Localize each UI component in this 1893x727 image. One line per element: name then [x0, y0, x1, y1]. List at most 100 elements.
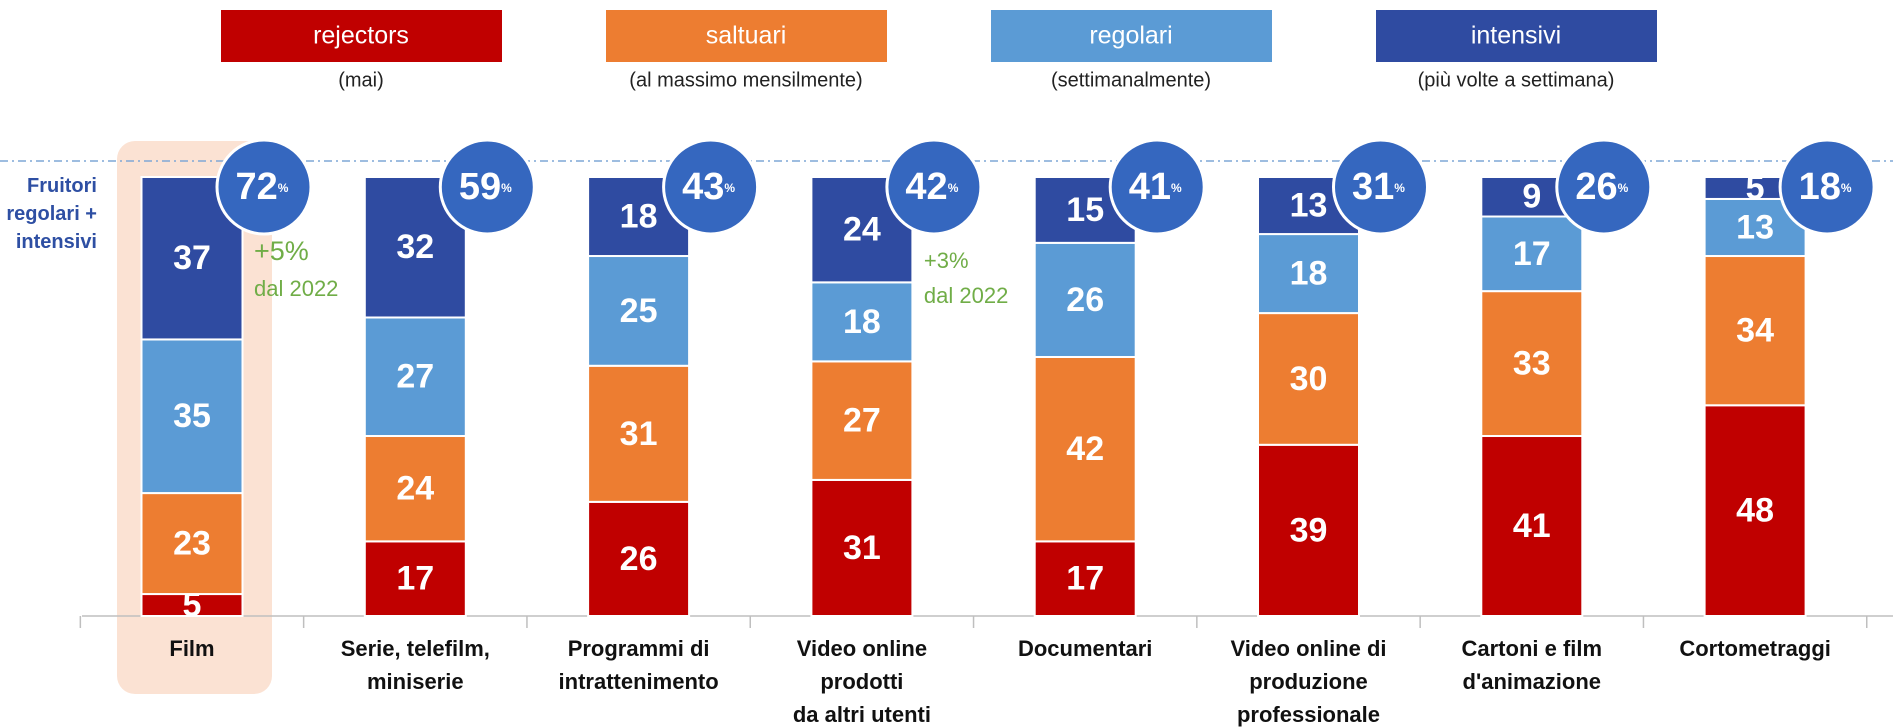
total-suffix: % — [1841, 181, 1852, 195]
total-suffix: % — [1171, 181, 1182, 195]
legend-swatch — [1376, 10, 1657, 62]
value-label: 35 — [173, 397, 211, 435]
bar-segment — [1480, 215, 1584, 293]
total-label: 26% — [1575, 166, 1628, 208]
legend-label: intensivi — [1471, 22, 1561, 50]
value-label: 31 — [843, 529, 881, 567]
total-badge — [662, 138, 760, 236]
bar-segment — [810, 478, 914, 617]
value-label: 18 — [1290, 255, 1328, 293]
total-badge — [438, 138, 536, 236]
total-suffix: % — [724, 181, 735, 195]
value-label: 34 — [1736, 312, 1774, 350]
value-label: 9 — [1522, 178, 1541, 216]
bar-segment — [363, 435, 467, 543]
total-label: 43% — [682, 166, 735, 208]
value-label: 33 — [1513, 345, 1551, 383]
legend-swatch — [221, 10, 502, 62]
bar-segment — [587, 364, 691, 503]
total-value: 42 — [905, 166, 947, 208]
legend-label: regolari — [1089, 22, 1172, 50]
x-tick-label: Serie, telefilm, miniserie — [341, 636, 490, 694]
total-label: 59% — [459, 166, 512, 208]
bar-segment — [1033, 355, 1137, 543]
value-label: 37 — [173, 239, 211, 277]
value-label: 30 — [1290, 360, 1328, 398]
value-label: 17 — [1066, 560, 1104, 598]
bar-segment — [1703, 404, 1807, 617]
value-label: 24 — [843, 211, 881, 249]
bar-segment — [1703, 255, 1807, 407]
value-label: 17 — [396, 560, 434, 598]
total-suffix: % — [948, 181, 959, 195]
legend-label: saltuari — [706, 22, 787, 50]
value-label: 24 — [396, 470, 434, 508]
bar-segment — [587, 255, 691, 367]
value-label: 15 — [1066, 191, 1104, 229]
total-label: 31% — [1352, 166, 1405, 208]
value-label: 18 — [843, 303, 881, 341]
annotation: +5% — [254, 236, 309, 266]
value-label: 27 — [843, 402, 881, 440]
x-tick-label: Film — [169, 636, 214, 661]
x-tick-label: Cartoni e film d'animazione — [1462, 636, 1603, 694]
bar-segment — [363, 540, 467, 617]
total-value: 26 — [1575, 166, 1617, 208]
annotation-sub: dal 2022 — [254, 276, 338, 301]
value-label: 25 — [620, 292, 658, 330]
legend-swatch — [991, 10, 1272, 62]
value-label: 13 — [1290, 187, 1328, 225]
total-suffix: % — [1618, 181, 1629, 195]
value-label: 32 — [396, 228, 434, 266]
total-label: 72% — [236, 166, 289, 208]
bar-segment — [587, 500, 691, 617]
x-tick-label: Video online prodotti da altri utenti — [793, 636, 931, 727]
annotation-sub: dal 2022 — [924, 283, 1008, 308]
value-label: 31 — [620, 415, 658, 453]
legend-swatch — [606, 10, 887, 62]
bar-segment — [140, 492, 244, 596]
total-value: 72 — [236, 166, 278, 208]
value-label: 39 — [1290, 511, 1328, 549]
value-label: 42 — [1066, 430, 1104, 468]
annotation: +3% — [924, 248, 969, 273]
bar-segment — [1257, 233, 1360, 315]
total-suffix: % — [501, 181, 512, 195]
x-tick-label: Video online di produzione professionale — [1230, 636, 1386, 727]
total-value: 18 — [1799, 166, 1841, 208]
total-badge — [1108, 138, 1206, 236]
total-suffix: % — [1394, 181, 1405, 195]
total-value: 31 — [1352, 166, 1394, 208]
bar-segment — [1033, 241, 1137, 358]
legend-description: (mai) — [338, 69, 384, 91]
bar-segment — [1480, 435, 1584, 618]
value-label: 41 — [1513, 507, 1551, 545]
totals-label: Fruitori regolari + intensivi — [6, 175, 97, 253]
total-badge — [1778, 138, 1876, 236]
x-tick-label: Cortometraggi — [1679, 636, 1831, 661]
value-label: 5 — [183, 586, 202, 624]
bar-segment — [810, 281, 914, 363]
total-badge — [885, 138, 983, 236]
total-value: 59 — [459, 166, 501, 208]
total-suffix: % — [278, 181, 289, 195]
legend-description: (al massimo mensilmente) — [629, 69, 862, 91]
value-label: 23 — [173, 525, 211, 563]
x-tick-label: Programmi di intrattenimento — [559, 636, 719, 694]
value-label: 48 — [1736, 492, 1774, 530]
legend-description: (più volte a settimana) — [1418, 69, 1615, 91]
value-label: 26 — [620, 540, 658, 578]
bar-segment — [1257, 312, 1360, 446]
legend-label: rejectors — [313, 22, 409, 50]
total-badge — [1332, 138, 1429, 236]
value-label: 13 — [1736, 208, 1774, 246]
legend-description: (settimanalmente) — [1051, 69, 1211, 91]
value-label: 27 — [396, 358, 434, 396]
value-label: 17 — [1513, 235, 1551, 273]
total-value: 41 — [1129, 166, 1171, 208]
value-label: 5 — [1746, 169, 1765, 207]
value-label: 26 — [1066, 281, 1104, 319]
x-tick-label: Documentari — [1018, 636, 1152, 661]
total-badge — [1555, 138, 1653, 236]
